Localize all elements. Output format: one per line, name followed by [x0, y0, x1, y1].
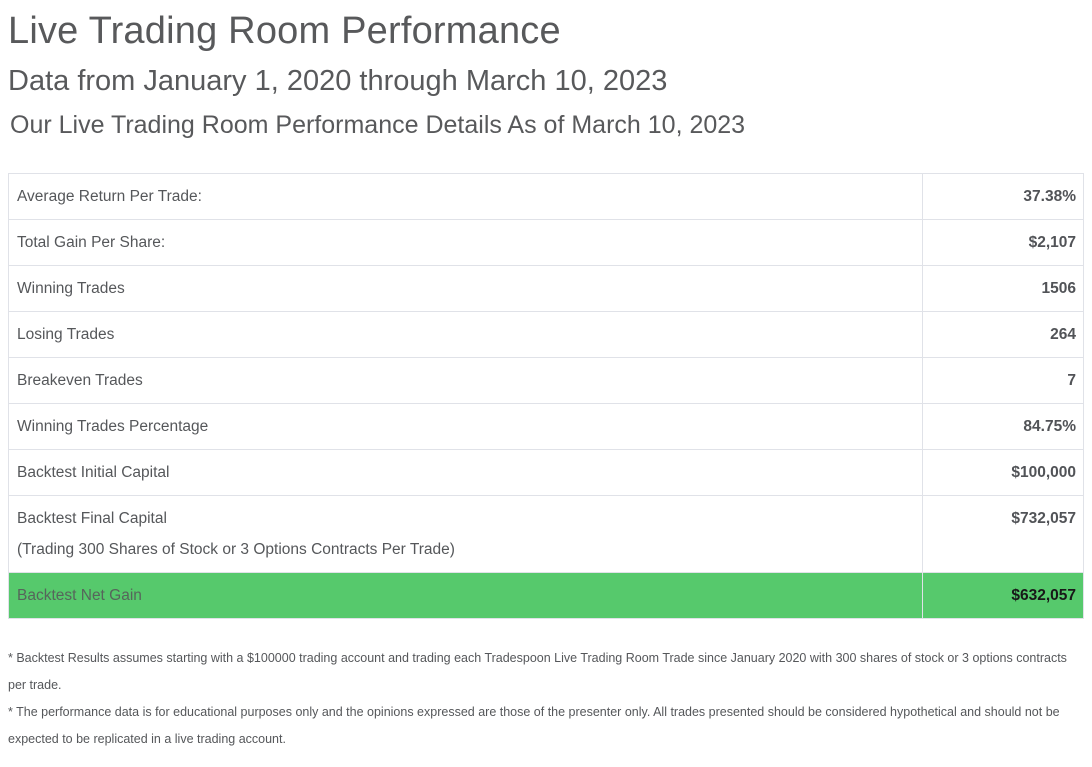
- footnotes: * Backtest Results assumes starting with…: [8, 645, 1084, 767]
- performance-table: Average Return Per Trade: 37.38% Total Gai…: [8, 173, 1084, 619]
- row-label: Winning Trades: [8, 265, 923, 312]
- row-label: Losing Trades: [8, 311, 923, 358]
- row-value: $632,057: [922, 572, 1084, 619]
- table-row: Average Return Per Trade: 37.38%: [8, 173, 1084, 220]
- table-row: Winning Trades Percentage 84.75%: [8, 403, 1084, 450]
- page-title: Live Trading Room Performance: [8, 10, 561, 52]
- row-label: Backtest Final Capital (Trading 300 Share…: [8, 495, 923, 573]
- row-value: 7: [922, 357, 1084, 404]
- footnote: * The performance data is for educationa…: [8, 705, 1060, 746]
- table-row: Backtest Final Capital (Trading 300 Share…: [8, 495, 1084, 573]
- row-value: $732,057: [922, 495, 1084, 573]
- table-row: Backtest Initial Capital $100,000: [8, 449, 1084, 496]
- row-value: 84.75%: [922, 403, 1084, 450]
- footnote: * Backtest Results assumes starting with…: [8, 651, 1067, 692]
- table-row: Total Gain Per Share: $2,107: [8, 219, 1084, 266]
- table-row: Losing Trades 264: [8, 311, 1084, 358]
- row-sublabel: (Trading 300 Shares of Stock or 3 Option…: [17, 541, 455, 558]
- page-header: Live Trading Room Performance Data from …: [0, 0, 1092, 140]
- performance-table-body: Average Return Per Trade: 37.38% Total Gai…: [8, 173, 1084, 619]
- table-row: Backtest Net Gain $632,057: [8, 572, 1084, 619]
- row-label: Winning Trades Percentage: [8, 403, 923, 450]
- row-label: Breakeven Trades: [8, 357, 923, 404]
- row-label: Total Gain Per Share:: [8, 219, 923, 266]
- date-range-subtitle: Data from January 1, 2020 through March …: [8, 65, 668, 97]
- row-value: 37.38%: [922, 173, 1084, 220]
- row-value: 1506: [922, 265, 1084, 312]
- row-label: Average Return Per Trade:: [8, 173, 923, 220]
- table-row: Winning Trades 1506: [8, 265, 1084, 312]
- row-value: $100,000: [922, 449, 1084, 496]
- row-value: $2,107: [922, 219, 1084, 266]
- row-value: 264: [922, 311, 1084, 358]
- row-label: Backtest Initial Capital: [8, 449, 923, 496]
- table-row: Breakeven Trades 7: [8, 357, 1084, 404]
- row-label: Backtest Net Gain: [8, 572, 923, 619]
- performance-detail-heading: Our Live Trading Room Performance Detail…: [10, 111, 746, 139]
